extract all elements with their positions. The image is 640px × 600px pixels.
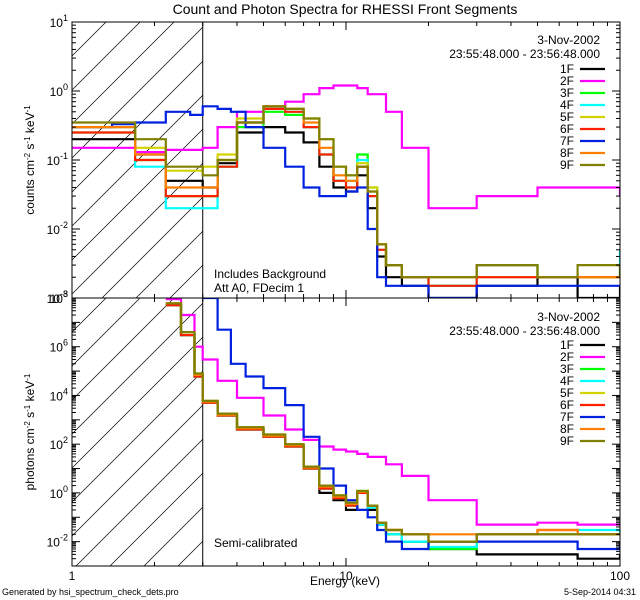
count-ytick-label: 10-3 [47, 289, 68, 306]
figure-title: Count and Photon Spectra for RHESSI Fron… [173, 1, 518, 17]
photon-ytick-label: 108 [50, 289, 68, 306]
photon-legend-label-5f: 5F [560, 386, 574, 400]
photon-series-2f [165, 298, 620, 526]
count-ylabel-sup3: -1 [23, 105, 32, 113]
photon-hatch-mask [202, 298, 620, 566]
photon-time-range: 23:55:48.000 - 23:56:48.000 [449, 324, 600, 338]
photon-y-ticks: 108 106 104 102 100 10-2 [47, 289, 620, 567]
photon-ylabel-sup1: -2 [23, 421, 32, 429]
count-ylabel-mid: s [23, 144, 37, 153]
photon-legend-label-2f: 2F [560, 350, 574, 364]
photon-xtick-label: 10 [339, 569, 353, 583]
count-date: 3-Nov-2002 [537, 33, 600, 47]
photon-legend-label-9f: 9F [560, 434, 574, 448]
count-ylabel-mid2: keV [23, 112, 37, 136]
photon-spectra-panel: 108 106 104 102 100 10-2 1 10 100 photons cm-2 … [23, 289, 631, 583]
photon-xtick-label: 100 [610, 569, 630, 583]
photon-hatch-line [72, 298, 243, 469]
photon-legend-label-8f: 8F [560, 422, 574, 436]
photon-hatch-line [72, 298, 107, 333]
photon-date: 3-Nov-2002 [537, 310, 600, 324]
count-series-9f [72, 105, 620, 279]
photon-ylabel-sup2: -1 [23, 404, 32, 412]
photon-series-lines [165, 298, 620, 560]
photon-hatch-line [72, 298, 175, 401]
photon-series-9f [165, 302, 620, 543]
photon-annotation-calibration: Semi-calibrated [214, 536, 297, 550]
photon-ylabel-mid: s [23, 412, 37, 421]
count-ytick-label: 101 [50, 13, 68, 30]
count-legend-label-9f: 9F [560, 158, 574, 172]
footer-generated-by: Generated by hsi_spectrum_check_dets.pro [2, 587, 179, 597]
photon-ylabel-main: photons cm [23, 428, 37, 490]
photon-x-ticks: 1 10 100 [69, 298, 630, 583]
photon-legend-label-3f: 3F [560, 362, 574, 376]
photon-ytick-label: 10-2 [47, 533, 68, 550]
count-ytick-label: 10-2 [47, 220, 68, 237]
count-y-axis-label: counts cm-2 s-1 keV-1 [23, 105, 38, 215]
photon-legend-label-7f: 7F [560, 410, 574, 424]
count-ylabel-sup1: -2 [23, 152, 32, 160]
photon-hatch-line [72, 298, 209, 435]
photon-y-axis-label: photons cm-2 s-1 keV-1 [23, 373, 38, 490]
count-legend-label-8f: 8F [560, 146, 574, 160]
count-time-range: 23:55:48.000 - 23:56:48.000 [449, 47, 600, 61]
count-hatch-line [72, 22, 209, 159]
photon-ytick-label: 102 [50, 435, 68, 452]
count-legend-label-7f: 7F [560, 134, 574, 148]
count-y-ticks: 101 100 10-1 10-2 10-3 [47, 13, 620, 306]
count-legend-label-3f: 3F [560, 86, 574, 100]
count-ylabel-sup2: -1 [23, 136, 32, 144]
count-ytick-label: 100 [50, 82, 68, 99]
count-hatch-mask [202, 22, 620, 298]
photon-ytick-label: 104 [50, 386, 68, 403]
photon-hatch-line [72, 298, 141, 367]
count-annotation-background: Includes Background [214, 267, 326, 281]
count-hatch-line [72, 22, 243, 193]
count-ylabel-main: counts cm [23, 160, 37, 215]
count-legend-label-4f: 4F [560, 98, 574, 112]
count-series-2f [72, 84, 620, 210]
photon-legend-label-1f: 1F [560, 338, 574, 352]
photon-legend-label-4f: 4F [560, 374, 574, 388]
count-annotation-attenuator: Att A0, FDecim 1 [214, 281, 304, 295]
count-ytick-label: 10-1 [47, 151, 68, 168]
count-legend-label-1f: 1F [560, 62, 574, 76]
count-hatch-line [72, 22, 141, 91]
x-axis-label: Energy (keV) [310, 574, 380, 588]
count-hatch-region [72, 22, 620, 298]
count-series-lines [72, 84, 620, 298]
photon-hatch-region [72, 298, 620, 566]
photon-ylabel-mid2: keV [23, 381, 37, 405]
photon-ytick-label: 106 [50, 338, 68, 355]
count-legend-label-6f: 6F [560, 122, 574, 136]
count-legend-label-5f: 5F [560, 110, 574, 124]
footer-timestamp: 5-Sep-2014 04:31 [564, 587, 636, 597]
count-legend-label-2f: 2F [560, 74, 574, 88]
photon-ylabel-sup3: -1 [23, 373, 32, 381]
photon-ytick-label: 100 [50, 484, 68, 501]
photon-xtick-label: 1 [69, 569, 76, 583]
count-series-7f [72, 105, 620, 298]
photon-legend-label-6f: 6F [560, 398, 574, 412]
count-x-ticks [71, 22, 621, 298]
count-hatch-line [72, 22, 175, 125]
